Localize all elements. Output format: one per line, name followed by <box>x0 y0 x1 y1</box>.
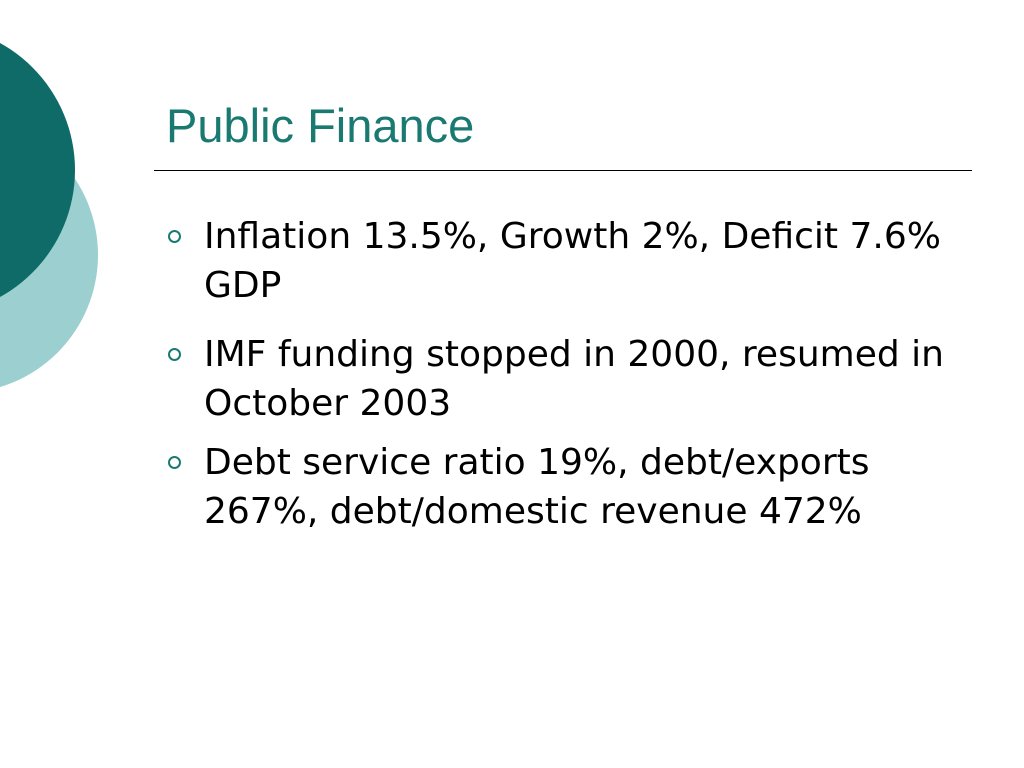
bullet-list: Inflation 13.5%, Growth 2%, Deficit 7.6%… <box>168 212 968 536</box>
bullet-item: Inflation 13.5%, Growth 2%, Deficit 7.6%… <box>168 212 968 310</box>
bullet-circle-icon <box>168 456 181 469</box>
bullet-item: IMF funding stopped in 2000, resumed in … <box>168 330 968 428</box>
decorative-circles <box>0 43 98 388</box>
dark-teal-circle <box>0 43 75 297</box>
slide-title: Public Finance <box>166 99 475 152</box>
bullet-circle-icon <box>168 348 181 361</box>
title-divider <box>154 170 972 171</box>
bullet-text: Debt service ratio 19%, debt/exports 267… <box>204 442 870 532</box>
bullet-text: Inflation 13.5%, Growth 2%, Deficit 7.6%… <box>204 216 941 306</box>
bullet-text: IMF funding stopped in 2000, resumed in … <box>204 334 944 424</box>
bullet-item: Debt service ratio 19%, debt/exports 267… <box>168 438 968 536</box>
bullet-circle-icon <box>168 230 181 243</box>
